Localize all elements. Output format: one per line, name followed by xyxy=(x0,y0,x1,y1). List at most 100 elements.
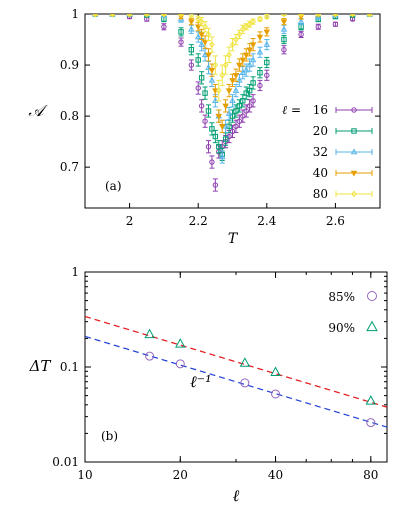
legend-marker xyxy=(351,190,357,198)
series-20 xyxy=(92,14,373,162)
data-point xyxy=(188,25,195,32)
data-point xyxy=(250,18,256,26)
data-point xyxy=(246,20,253,28)
data-point xyxy=(202,23,208,31)
data-point xyxy=(250,98,256,104)
data-point xyxy=(242,52,250,59)
data-point xyxy=(222,136,229,142)
data-point xyxy=(194,33,202,40)
data-point xyxy=(222,61,229,69)
data-point xyxy=(232,86,240,93)
legend-marker xyxy=(351,107,357,113)
data-point xyxy=(315,14,322,18)
series-32 xyxy=(92,14,373,164)
data-point xyxy=(188,62,195,68)
data-point xyxy=(249,42,257,49)
legend: ℓ = 16 20 32 40 80 xyxy=(282,103,373,201)
data-point xyxy=(92,14,99,18)
data-point xyxy=(243,23,250,31)
series-40 xyxy=(92,14,373,133)
data-point xyxy=(205,31,212,38)
data-point xyxy=(195,57,201,63)
data-point xyxy=(198,103,205,109)
data-point xyxy=(205,52,212,59)
data-point xyxy=(209,159,215,165)
data-point xyxy=(208,76,216,83)
data-point xyxy=(195,85,201,91)
data-point xyxy=(236,118,243,124)
y-tick-label: 1 xyxy=(71,7,79,21)
y-axis-label: ΔT xyxy=(29,357,52,375)
data-point xyxy=(229,128,236,135)
data-point xyxy=(175,338,186,348)
legend-marker xyxy=(350,148,358,155)
y-tick-label: 0.9 xyxy=(60,58,79,72)
data-point xyxy=(232,73,240,79)
data-point xyxy=(250,80,256,86)
legend-marker xyxy=(351,128,357,134)
data-point xyxy=(264,72,270,78)
data-point xyxy=(297,17,305,24)
data-point xyxy=(202,118,208,124)
data-point xyxy=(332,14,339,18)
data-point xyxy=(257,82,263,89)
data-point xyxy=(218,124,226,130)
data-point xyxy=(198,40,205,47)
legend-label: 80 xyxy=(313,187,328,201)
x-tick-label: 2 xyxy=(126,214,134,228)
data-point xyxy=(246,47,253,54)
legend-label: 85% xyxy=(328,290,355,304)
panel-a: 2 2.2 2.4 2.6 0.7 0.8 0.9 1 T 𝒜 (a) ℓ = 16 20 32 40 80 xyxy=(28,7,381,247)
data-point xyxy=(233,123,239,130)
data-point xyxy=(188,19,195,26)
data-point xyxy=(222,103,229,110)
data-point xyxy=(270,366,281,376)
data-point xyxy=(161,24,167,30)
data-point xyxy=(236,76,243,83)
data-point xyxy=(229,113,236,119)
data-point xyxy=(243,108,249,114)
data-point xyxy=(205,108,212,114)
y-tick-label: 0.01 xyxy=(52,455,79,469)
data-point xyxy=(263,40,271,47)
legend-label: 40 xyxy=(313,166,328,180)
data-point xyxy=(145,351,155,361)
legend-marker xyxy=(367,291,377,301)
x-axis-label: ℓ xyxy=(233,486,240,505)
data-point xyxy=(264,59,270,66)
data-point xyxy=(229,97,236,104)
data-point xyxy=(263,29,271,36)
data-point xyxy=(212,61,219,69)
data-point xyxy=(209,41,215,49)
data-point xyxy=(240,378,250,388)
data-point xyxy=(215,113,223,120)
x-tick-label: 80 xyxy=(363,468,378,482)
x-tick-label: 40 xyxy=(268,468,283,482)
data-point xyxy=(143,14,150,18)
data-point xyxy=(239,25,246,33)
data-point xyxy=(198,32,205,39)
data-point xyxy=(202,90,208,96)
data-point xyxy=(233,108,239,114)
x-tick-label: 2.4 xyxy=(257,214,276,228)
data-point xyxy=(236,103,243,109)
data-point xyxy=(209,126,215,132)
data-point xyxy=(175,359,185,369)
data-point xyxy=(298,31,304,38)
panel-label: (b) xyxy=(101,429,118,443)
fit-line-90 xyxy=(85,315,387,408)
data-point xyxy=(256,48,264,55)
data-point xyxy=(208,67,216,74)
data-point xyxy=(236,62,243,69)
panel-b: 10 20 40 80 0.01 0.1 1 ℓ ΔT (b) ℓ⁻¹ 85% 90% xyxy=(29,265,388,505)
legend-marker xyxy=(366,320,378,332)
data-point xyxy=(198,75,205,81)
data-point xyxy=(315,24,321,30)
data-point xyxy=(271,389,281,399)
data-point xyxy=(201,39,209,46)
data-point xyxy=(225,88,233,95)
y-tick-label: 0.8 xyxy=(60,109,79,123)
data-point xyxy=(298,14,304,18)
plot-frame xyxy=(84,13,381,209)
